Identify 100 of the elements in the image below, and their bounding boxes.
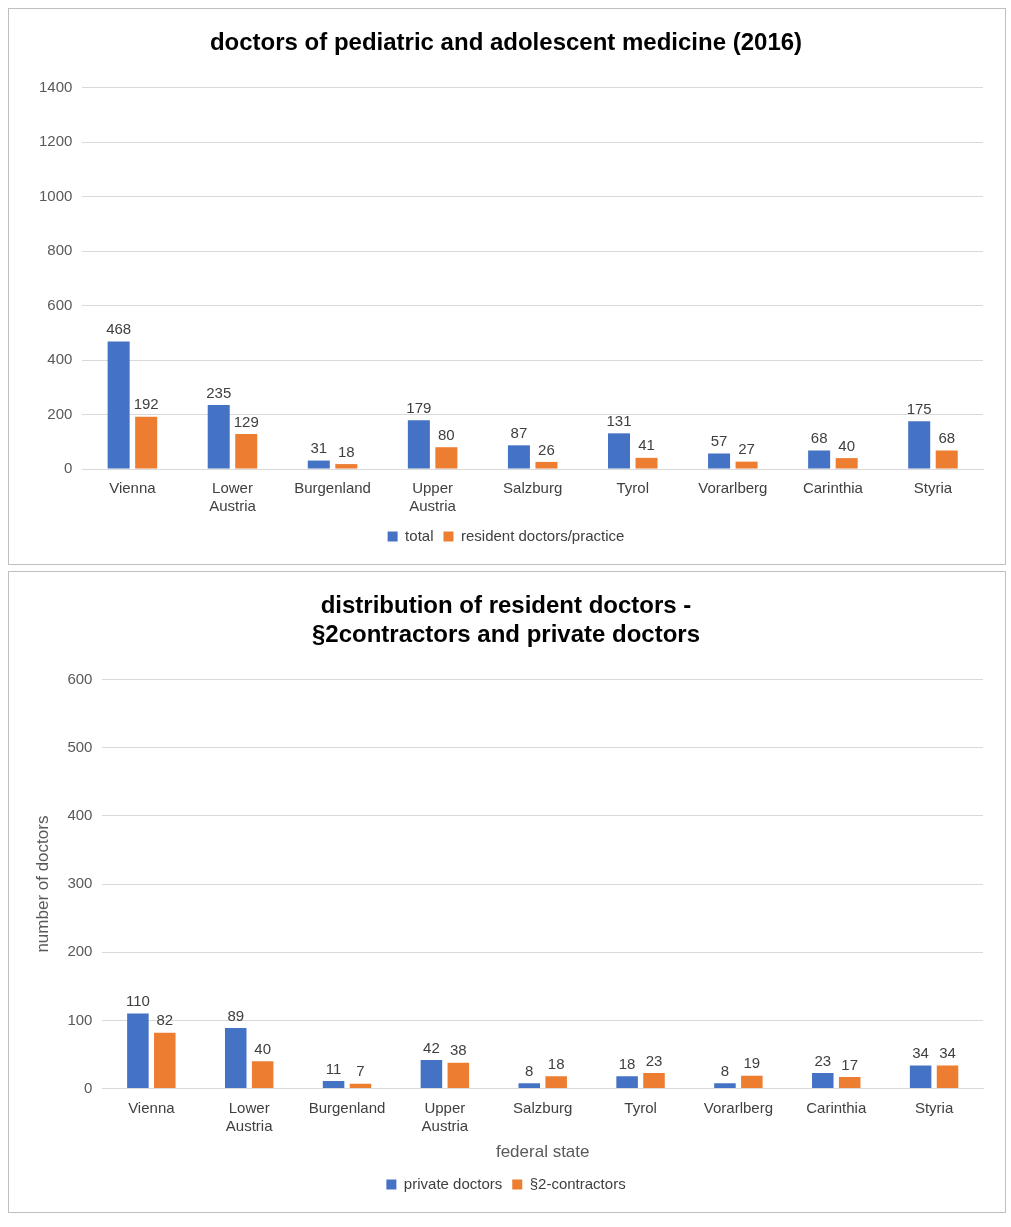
x-tick-label: Upper Austria (421, 1098, 469, 1134)
data-label: 82 (156, 1011, 174, 1029)
data-label: 34 (939, 1044, 956, 1062)
bar (545, 1076, 567, 1089)
y-tick-label: 0 (84, 1078, 93, 1096)
x-tick-label: Vienna (109, 479, 157, 497)
x-tick-label: Vorarlberg (703, 1098, 774, 1116)
data-label: 7 (356, 1062, 365, 1080)
bar (735, 461, 758, 469)
bar (935, 450, 958, 469)
bar (838, 1077, 861, 1089)
data-label: 38 (449, 1041, 467, 1059)
bar (224, 1027, 247, 1089)
bar (616, 1076, 638, 1089)
data-label: 57 (710, 432, 728, 450)
legend-label: private doctors (403, 1174, 503, 1192)
bar (643, 1072, 665, 1089)
bar (135, 416, 158, 469)
data-label: 18 (547, 1054, 565, 1072)
bar (447, 1062, 470, 1089)
bar (607, 433, 630, 469)
data-label: 89 (227, 1006, 245, 1024)
bar (435, 447, 458, 469)
data-label: 68 (938, 429, 956, 447)
chart-title: distribution of resident doctors - §2contractors and private doctors (311, 591, 701, 647)
data-label: 42 (423, 1038, 440, 1056)
data-label: 468 (106, 320, 132, 338)
data-label: 8 (525, 1061, 534, 1079)
bar (322, 1081, 345, 1089)
bar (835, 458, 858, 469)
bar (708, 453, 731, 469)
bar (207, 405, 230, 469)
y-tick-label: 800 (47, 241, 73, 259)
bar (235, 433, 258, 469)
bar (154, 1032, 176, 1089)
y-tick-label: 400 (67, 806, 93, 824)
data-label: 34 (912, 1044, 929, 1062)
bar (936, 1065, 959, 1089)
y-tick-label: 400 (47, 350, 73, 368)
x-tick-label: Salzburg (513, 1098, 573, 1116)
bar (420, 1059, 443, 1089)
chart-title: doctors of pediatric and adolescent medicine (2016) (209, 28, 803, 56)
x-tick-label: Lower Austria (225, 1098, 274, 1134)
bar (407, 420, 430, 469)
y-tick-label: 1200 (38, 132, 73, 150)
data-label: 26 (538, 440, 555, 458)
y-tick-label: 500 (67, 737, 93, 755)
x-tick-label: Vorarlberg (698, 479, 768, 497)
x-tick-label: Burgenland (308, 1098, 386, 1116)
data-label: 19 (743, 1054, 761, 1072)
bar (535, 461, 558, 469)
x-tick-label: Styria (913, 479, 953, 497)
data-label: 80 (438, 425, 455, 443)
bar (127, 1013, 149, 1089)
data-label: 18 (337, 442, 355, 460)
y-tick-label: 600 (67, 669, 93, 687)
x-tick-label: Carinthia (802, 479, 864, 497)
bar (518, 1083, 541, 1089)
x-tick-label: Tyrol (616, 479, 650, 497)
bar (714, 1083, 736, 1089)
x-tick-label: Vienna (128, 1098, 176, 1116)
data-label: 131 (606, 411, 632, 429)
data-label: 27 (738, 440, 755, 458)
bar (908, 421, 931, 469)
data-label: 11 (325, 1059, 342, 1077)
bar (107, 341, 130, 469)
data-label: 18 (618, 1054, 636, 1072)
x-tick-label: Styria (914, 1098, 954, 1116)
data-label: 41 (638, 436, 655, 454)
y-tick-label: 1000 (38, 186, 73, 204)
y-tick-label: 100 (67, 1010, 93, 1028)
x-tick-label: Tyrol (624, 1098, 657, 1116)
y-tick-label: 200 (47, 404, 73, 422)
data-label: 129 (233, 412, 259, 430)
bar (741, 1075, 763, 1089)
bar (307, 460, 330, 469)
x-tick-label: Salzburg (503, 479, 563, 497)
data-label: 87 (510, 423, 528, 441)
y-tick-label: 200 (67, 942, 93, 960)
y-tick-label: 600 (47, 295, 73, 313)
data-label: 17 (841, 1055, 859, 1073)
data-label: 179 (406, 398, 432, 416)
bar (335, 464, 358, 469)
data-label: 31 (310, 439, 328, 457)
bar (909, 1065, 932, 1089)
legend-label: total (405, 526, 434, 544)
data-label: 23 (645, 1051, 663, 1069)
data-label: 40 (254, 1039, 271, 1057)
y-axis-title: number of doctors (32, 815, 52, 953)
bar (251, 1061, 274, 1089)
x-tick-label: Lower Austria (209, 479, 257, 515)
legend-label: §2-contractors (529, 1174, 626, 1192)
x-tick-label: Upper Austria (409, 479, 457, 515)
y-tick-label: 0 (64, 459, 73, 477)
bar (812, 1072, 834, 1089)
data-label: 8 (720, 1061, 730, 1079)
bar (507, 445, 530, 469)
x-tick-label: Burgenland (294, 479, 371, 497)
data-label: 192 (133, 395, 159, 413)
data-label: 110 (125, 992, 150, 1010)
